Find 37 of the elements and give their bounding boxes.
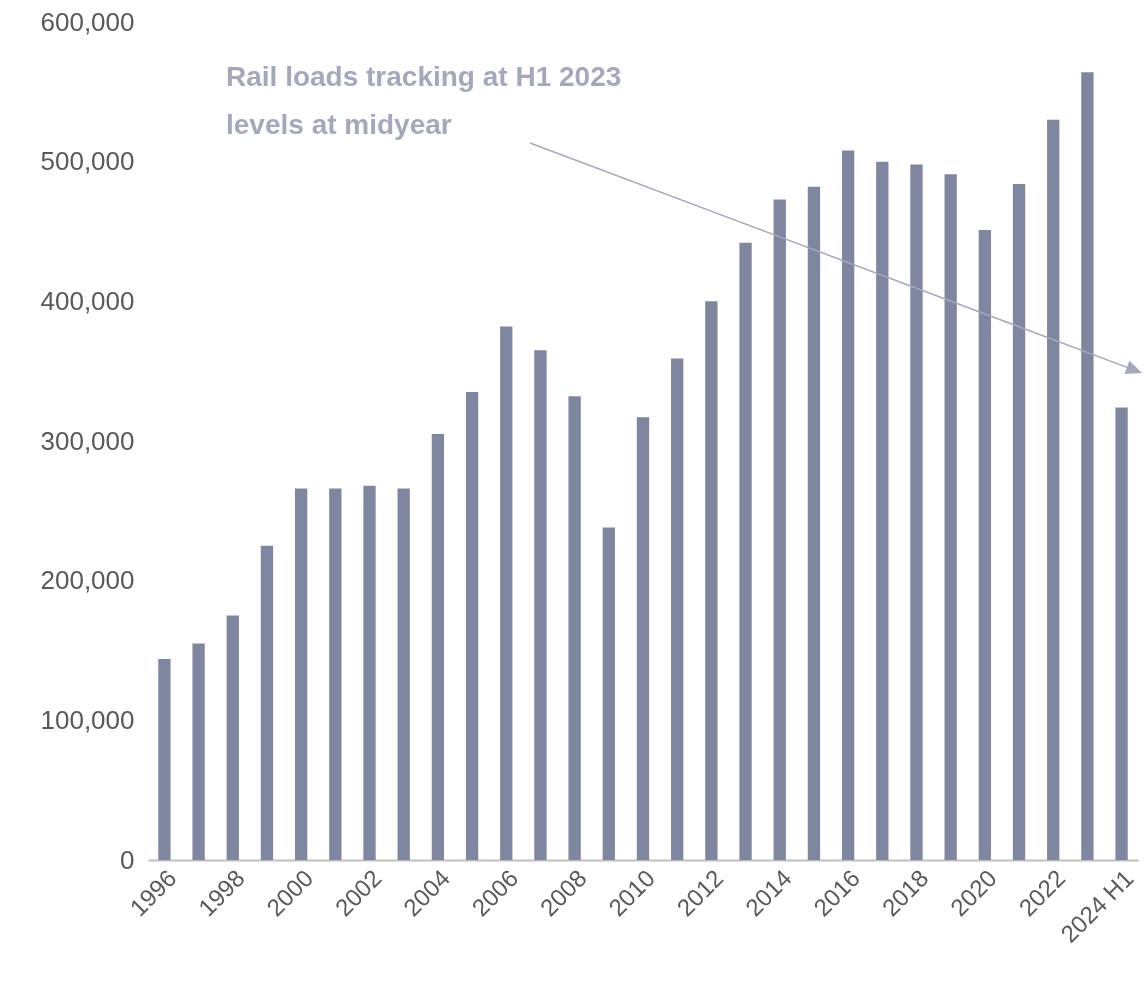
bar: [226, 615, 239, 860]
y-tick-label: 500,000: [40, 146, 135, 177]
bar: [500, 326, 513, 860]
annotation: Rail loads tracking at H1 2023 levels at midyear: [226, 61, 622, 140]
bar: [534, 350, 547, 860]
y-tick-label: 400,000: [40, 285, 135, 316]
bar: [363, 485, 376, 860]
bar: [636, 417, 650, 860]
bar: [158, 658, 171, 860]
bar: [568, 396, 581, 860]
bar: [192, 643, 205, 860]
bar: [602, 527, 615, 860]
bar: [944, 174, 957, 860]
bar: [671, 358, 684, 860]
bar: [807, 186, 821, 860]
bar: [739, 242, 752, 860]
bar: [1115, 407, 1128, 860]
bar: [910, 164, 923, 860]
bar: [978, 230, 991, 860]
bar: [1012, 184, 1026, 860]
bar: [876, 161, 889, 860]
bar: [841, 150, 855, 860]
y-tick-label: 100,000: [40, 704, 135, 735]
y-tick-label: 300,000: [40, 425, 135, 456]
bar: [705, 301, 718, 860]
y-tick-label: 200,000: [40, 565, 135, 596]
bar: [329, 488, 342, 860]
bar: [431, 434, 445, 860]
bar: [397, 488, 410, 860]
bar: [1081, 72, 1094, 860]
bar: [1047, 119, 1060, 860]
bar: [465, 392, 479, 860]
bar: [295, 488, 308, 860]
bar: [773, 199, 786, 860]
y-tick-label: 600,000: [40, 6, 135, 37]
bar: [260, 545, 274, 860]
y-tick-label: 0: [120, 844, 135, 875]
